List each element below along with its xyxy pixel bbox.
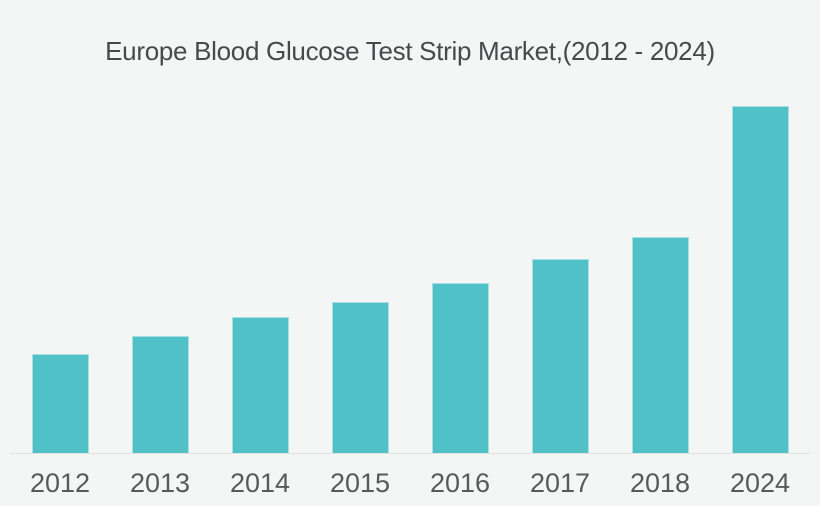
bar-2016 [431,283,489,453]
x-tick-label-2012: 2012 [29,468,91,498]
chart-title: Europe Blood Glucose Test Strip Market,(… [105,36,715,66]
bar-slot [210,317,310,453]
plot-area [10,0,810,454]
x-tick-label-2017: 2017 [529,468,591,498]
bar-slot [610,237,710,453]
bar-slot [10,354,110,453]
x-tick-label-2024: 2024 [729,468,791,498]
bar-2014 [231,317,289,453]
bar-slot [110,336,210,453]
bar-slot [510,259,610,453]
x-tick-label-2015: 2015 [329,468,391,498]
x-tick-label-2018: 2018 [629,468,691,498]
x-tick-label-2014: 2014 [229,468,291,498]
bar-2024 [731,106,789,453]
bar-slot [310,302,410,453]
bar-2012 [31,354,89,453]
bar-2018 [631,237,689,453]
bar-2013 [131,336,189,453]
x-tick-label-2013: 2013 [129,468,191,498]
bar-slot [410,283,510,453]
bar-2015 [331,302,389,453]
x-axis-labels: 2012 2013 2014 2015 2016 2017 2018 2024 [10,454,810,506]
bar-slot [710,106,810,453]
x-tick-label-2016: 2016 [429,468,491,498]
bar-2017 [531,259,589,453]
